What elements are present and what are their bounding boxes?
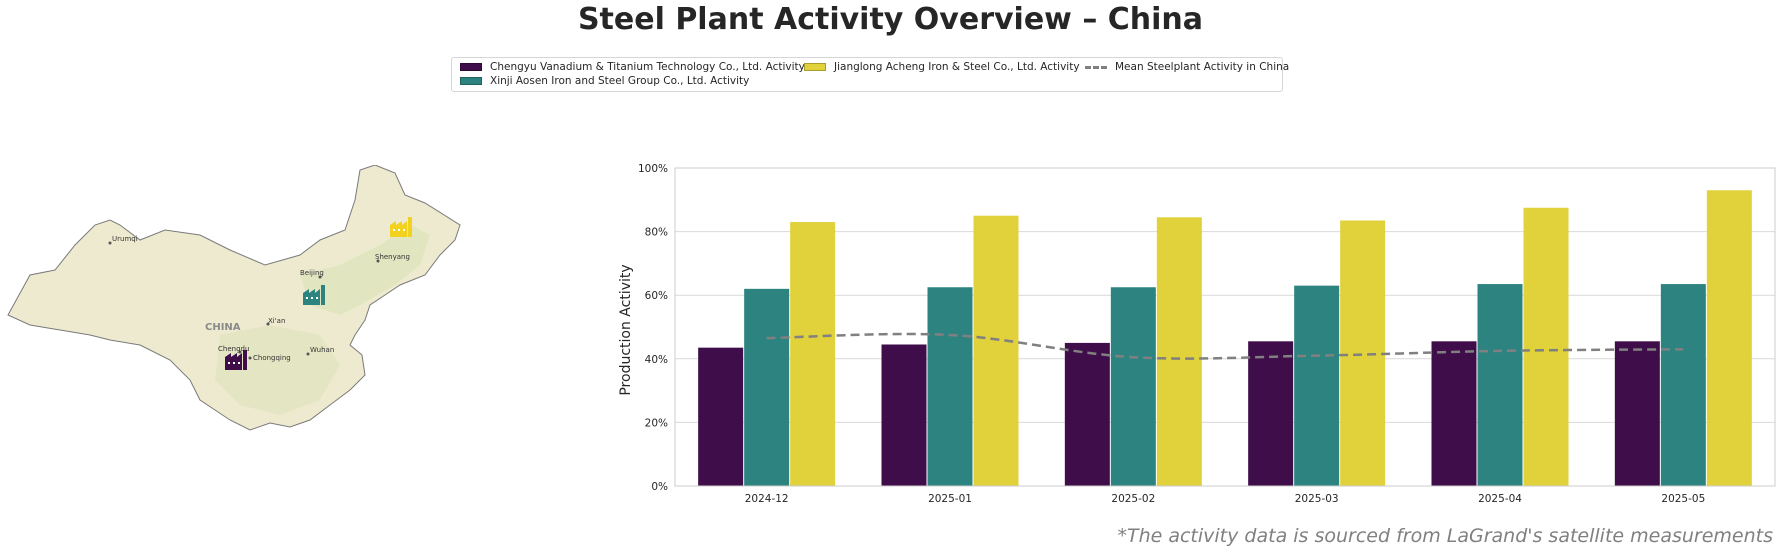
city-marker xyxy=(238,350,242,354)
y-tick-label: 40% xyxy=(645,354,668,366)
city-marker xyxy=(318,275,322,279)
terrain-shading xyxy=(215,325,340,415)
chart-legend: Chengyu Vanadium & Titanium Technology C… xyxy=(451,57,1289,92)
city-label: Shenyang xyxy=(375,253,410,261)
city-marker xyxy=(376,259,380,263)
legend-label: Xinji Aosen Iron and Steel Group Co., Lt… xyxy=(490,75,750,87)
legend-item-chengyu: Chengyu Vanadium & Titanium Technology C… xyxy=(460,61,805,73)
bar xyxy=(1477,284,1523,486)
x-tick-label: 2025-01 xyxy=(928,493,972,505)
bar xyxy=(1614,341,1660,486)
china-map: Urumqi Beijing Shenyang CHINA Xi'an Chen… xyxy=(0,164,470,495)
city-label: Urumqi xyxy=(112,235,138,243)
legend-label: Jianglong Acheng Iron & Steel Co., Ltd. … xyxy=(834,61,1080,73)
bar xyxy=(1706,190,1752,486)
bar xyxy=(927,287,973,486)
terrain-shading xyxy=(300,225,430,315)
page-title: Steel Plant Activity Overview – China xyxy=(577,2,1204,37)
city-label: Beijing xyxy=(300,269,324,277)
bar xyxy=(790,222,836,486)
bar xyxy=(744,288,790,486)
x-tick-label: 2025-04 xyxy=(1478,493,1522,505)
bar xyxy=(1660,284,1706,486)
x-tick-label: 2025-03 xyxy=(1295,493,1339,505)
bar xyxy=(698,347,744,486)
bar xyxy=(1294,285,1340,486)
y-tick-label: 80% xyxy=(645,227,668,239)
china-map-svg: Urumqi Beijing Shenyang CHINA Xi'an Chen… xyxy=(7,164,461,431)
china-outline xyxy=(7,164,461,431)
bar xyxy=(1431,341,1477,486)
mean-activity-line xyxy=(766,332,1684,360)
country-label: CHINA xyxy=(205,322,241,333)
legend-item-xinji: Xinji Aosen Iron and Steel Group Co., Lt… xyxy=(460,75,749,87)
factory-icon xyxy=(303,285,325,305)
factory-icon xyxy=(225,350,247,370)
city-label: Chengdu xyxy=(218,345,249,353)
y-axis-label: Production Activity xyxy=(618,264,634,395)
mean-line-layer xyxy=(766,332,1684,360)
axes: 0% 20% 40% 60% 80% 100% 2024-12 2025-01 2025-02 2… xyxy=(638,163,1776,505)
x-tick-label: 2025-02 xyxy=(1111,493,1155,505)
y-tick-label: 20% xyxy=(645,417,668,429)
legend-item-mean: Mean Steelplant Activity in China xyxy=(1085,61,1289,73)
bar xyxy=(1156,217,1202,487)
legend-swatch xyxy=(460,77,482,85)
bar xyxy=(1248,341,1294,486)
city-label: Chongqing xyxy=(253,354,291,362)
factory-icon xyxy=(390,217,412,237)
legend-dash xyxy=(1085,65,1107,69)
city-label: Wuhan xyxy=(310,346,334,354)
city-label: Xi'an xyxy=(268,317,285,325)
bar xyxy=(1523,207,1569,486)
legend-swatch xyxy=(804,63,826,71)
plot-frame xyxy=(674,167,1776,487)
bar xyxy=(1064,342,1110,486)
city-marker xyxy=(248,356,252,360)
legend-label: Chengyu Vanadium & Titanium Technology C… xyxy=(490,61,805,73)
y-tick-label: 100% xyxy=(638,163,668,175)
bars xyxy=(698,190,1752,487)
y-tick-label: 0% xyxy=(651,481,668,493)
legend-label: Mean Steelplant Activity in China xyxy=(1115,61,1290,73)
legend-item-jianglong: Jianglong Acheng Iron & Steel Co., Ltd. … xyxy=(804,61,1080,73)
city-marker xyxy=(306,352,310,356)
city-marker xyxy=(108,241,112,245)
bar xyxy=(1340,220,1386,486)
bar xyxy=(881,344,927,486)
x-tick-label: 2025-05 xyxy=(1661,493,1705,505)
y-tick-label: 60% xyxy=(645,290,668,302)
bar xyxy=(973,215,1019,486)
x-tick-label: 2024-12 xyxy=(745,493,789,505)
bar xyxy=(1110,287,1156,486)
city-marker xyxy=(266,322,270,326)
gridlines xyxy=(675,167,1775,487)
legend-swatch xyxy=(460,63,482,71)
footnote: *The activity data is sourced from LaGra… xyxy=(1117,525,1773,547)
